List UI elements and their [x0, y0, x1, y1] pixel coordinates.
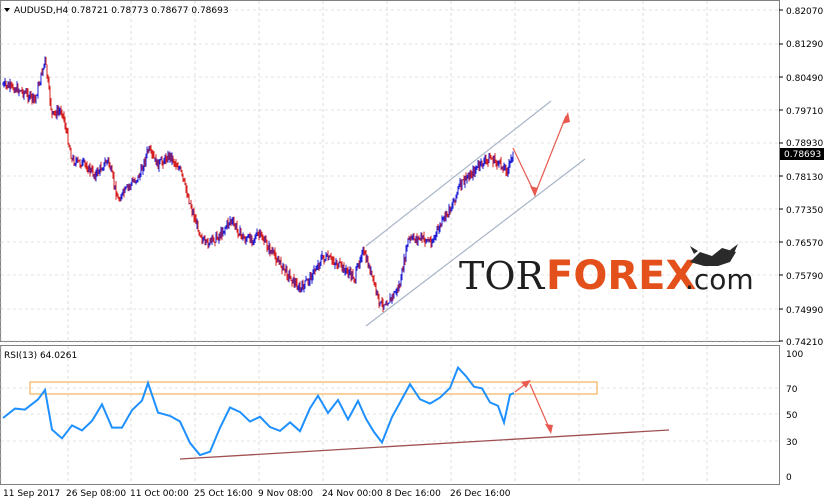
chart-menu-triangle-icon[interactable] — [4, 8, 10, 12]
main-grid — [0, 1, 783, 342]
time-label: 8 Dec 16:00 — [386, 489, 441, 499]
price-label: 0.81290 — [786, 40, 823, 50]
time-label: 24 Nov 00:00 — [322, 489, 383, 499]
price-label: 0.79710 — [786, 107, 823, 117]
price-label: 0.76570 — [786, 239, 823, 249]
price-axis[interactable]: 0.82070 0.81290 0.80490 0.79710 0.78930 … — [786, 7, 823, 348]
time-label: 26 Dec 16:00 — [450, 489, 511, 499]
rsi-header: RSI(13) 64.0261 — [4, 351, 77, 361]
price-candles — [2, 56, 514, 312]
time-label: 9 Nov 08:00 — [258, 489, 313, 499]
price-label: 0.74990 — [786, 306, 823, 316]
rsi-arrow-head-up — [521, 380, 531, 388]
rsi-level-label: 50 — [786, 411, 798, 421]
logo-com-text: .com — [685, 263, 754, 296]
rsi-arrow-head-down — [545, 424, 553, 434]
rsi-level-label: 0 — [786, 473, 792, 483]
rsi-line[interactable] — [2, 365, 515, 457]
time-label: 25 Oct 16:00 — [194, 489, 253, 499]
time-label: 11 Oct 00:00 — [130, 489, 189, 499]
rsi-level-label: 70 — [786, 385, 798, 395]
logo-forex-text: FOREX — [546, 253, 696, 299]
forecast-arrow-up[interactable] — [534, 115, 567, 195]
main-chart-header: AUDUSD,H4 0.78721 0.78773 0.78677 0.7869… — [14, 6, 229, 16]
arrow-head-down — [530, 186, 538, 197]
arrow-head-up — [562, 112, 570, 124]
rsi-support-line[interactable] — [179, 429, 670, 460]
price-label: 0.78930 — [786, 139, 823, 149]
current-price-label: 0.78693 — [784, 150, 821, 160]
time-label: 11 Sep 2017 — [3, 489, 60, 499]
time-label: 26 Sep 08:00 — [66, 489, 126, 499]
rsi-panel[interactable] — [0, 345, 780, 485]
forecast-arrows-rsi[interactable] — [514, 380, 553, 434]
price-label: 0.77350 — [786, 206, 823, 216]
price-label: 0.78130 — [786, 173, 823, 183]
bull-bear-icon — [690, 244, 738, 266]
price-label: 0.75790 — [786, 272, 823, 282]
forecast-arrows-main[interactable] — [512, 112, 570, 197]
rsi-level-label: 30 — [786, 438, 798, 448]
rsi-level-label: 100 — [786, 350, 803, 360]
channel-lower-line[interactable] — [365, 158, 586, 327]
rsi-grid — [0, 346, 779, 484]
price-label: 0.82070 — [786, 7, 823, 17]
torforex-logo: TOR FOREX .com — [459, 244, 754, 299]
price-label: 0.80490 — [786, 74, 823, 84]
logo-tor-text: TOR — [459, 254, 545, 298]
rsi-axis[interactable]: 100 70 50 30 0 — [786, 350, 803, 483]
price-label: 0.74210 — [786, 338, 823, 348]
rsi-overbought-zone[interactable] — [29, 381, 598, 395]
rsi-arrow-down[interactable] — [529, 383, 551, 431]
current-price-tag — [780, 148, 824, 160]
channel-upper-line[interactable] — [365, 100, 552, 247]
main-price-panel[interactable] — [0, 0, 780, 342]
time-axis[interactable]: 11 Sep 2017 26 Sep 08:00 11 Oct 00:00 25… — [3, 489, 511, 499]
